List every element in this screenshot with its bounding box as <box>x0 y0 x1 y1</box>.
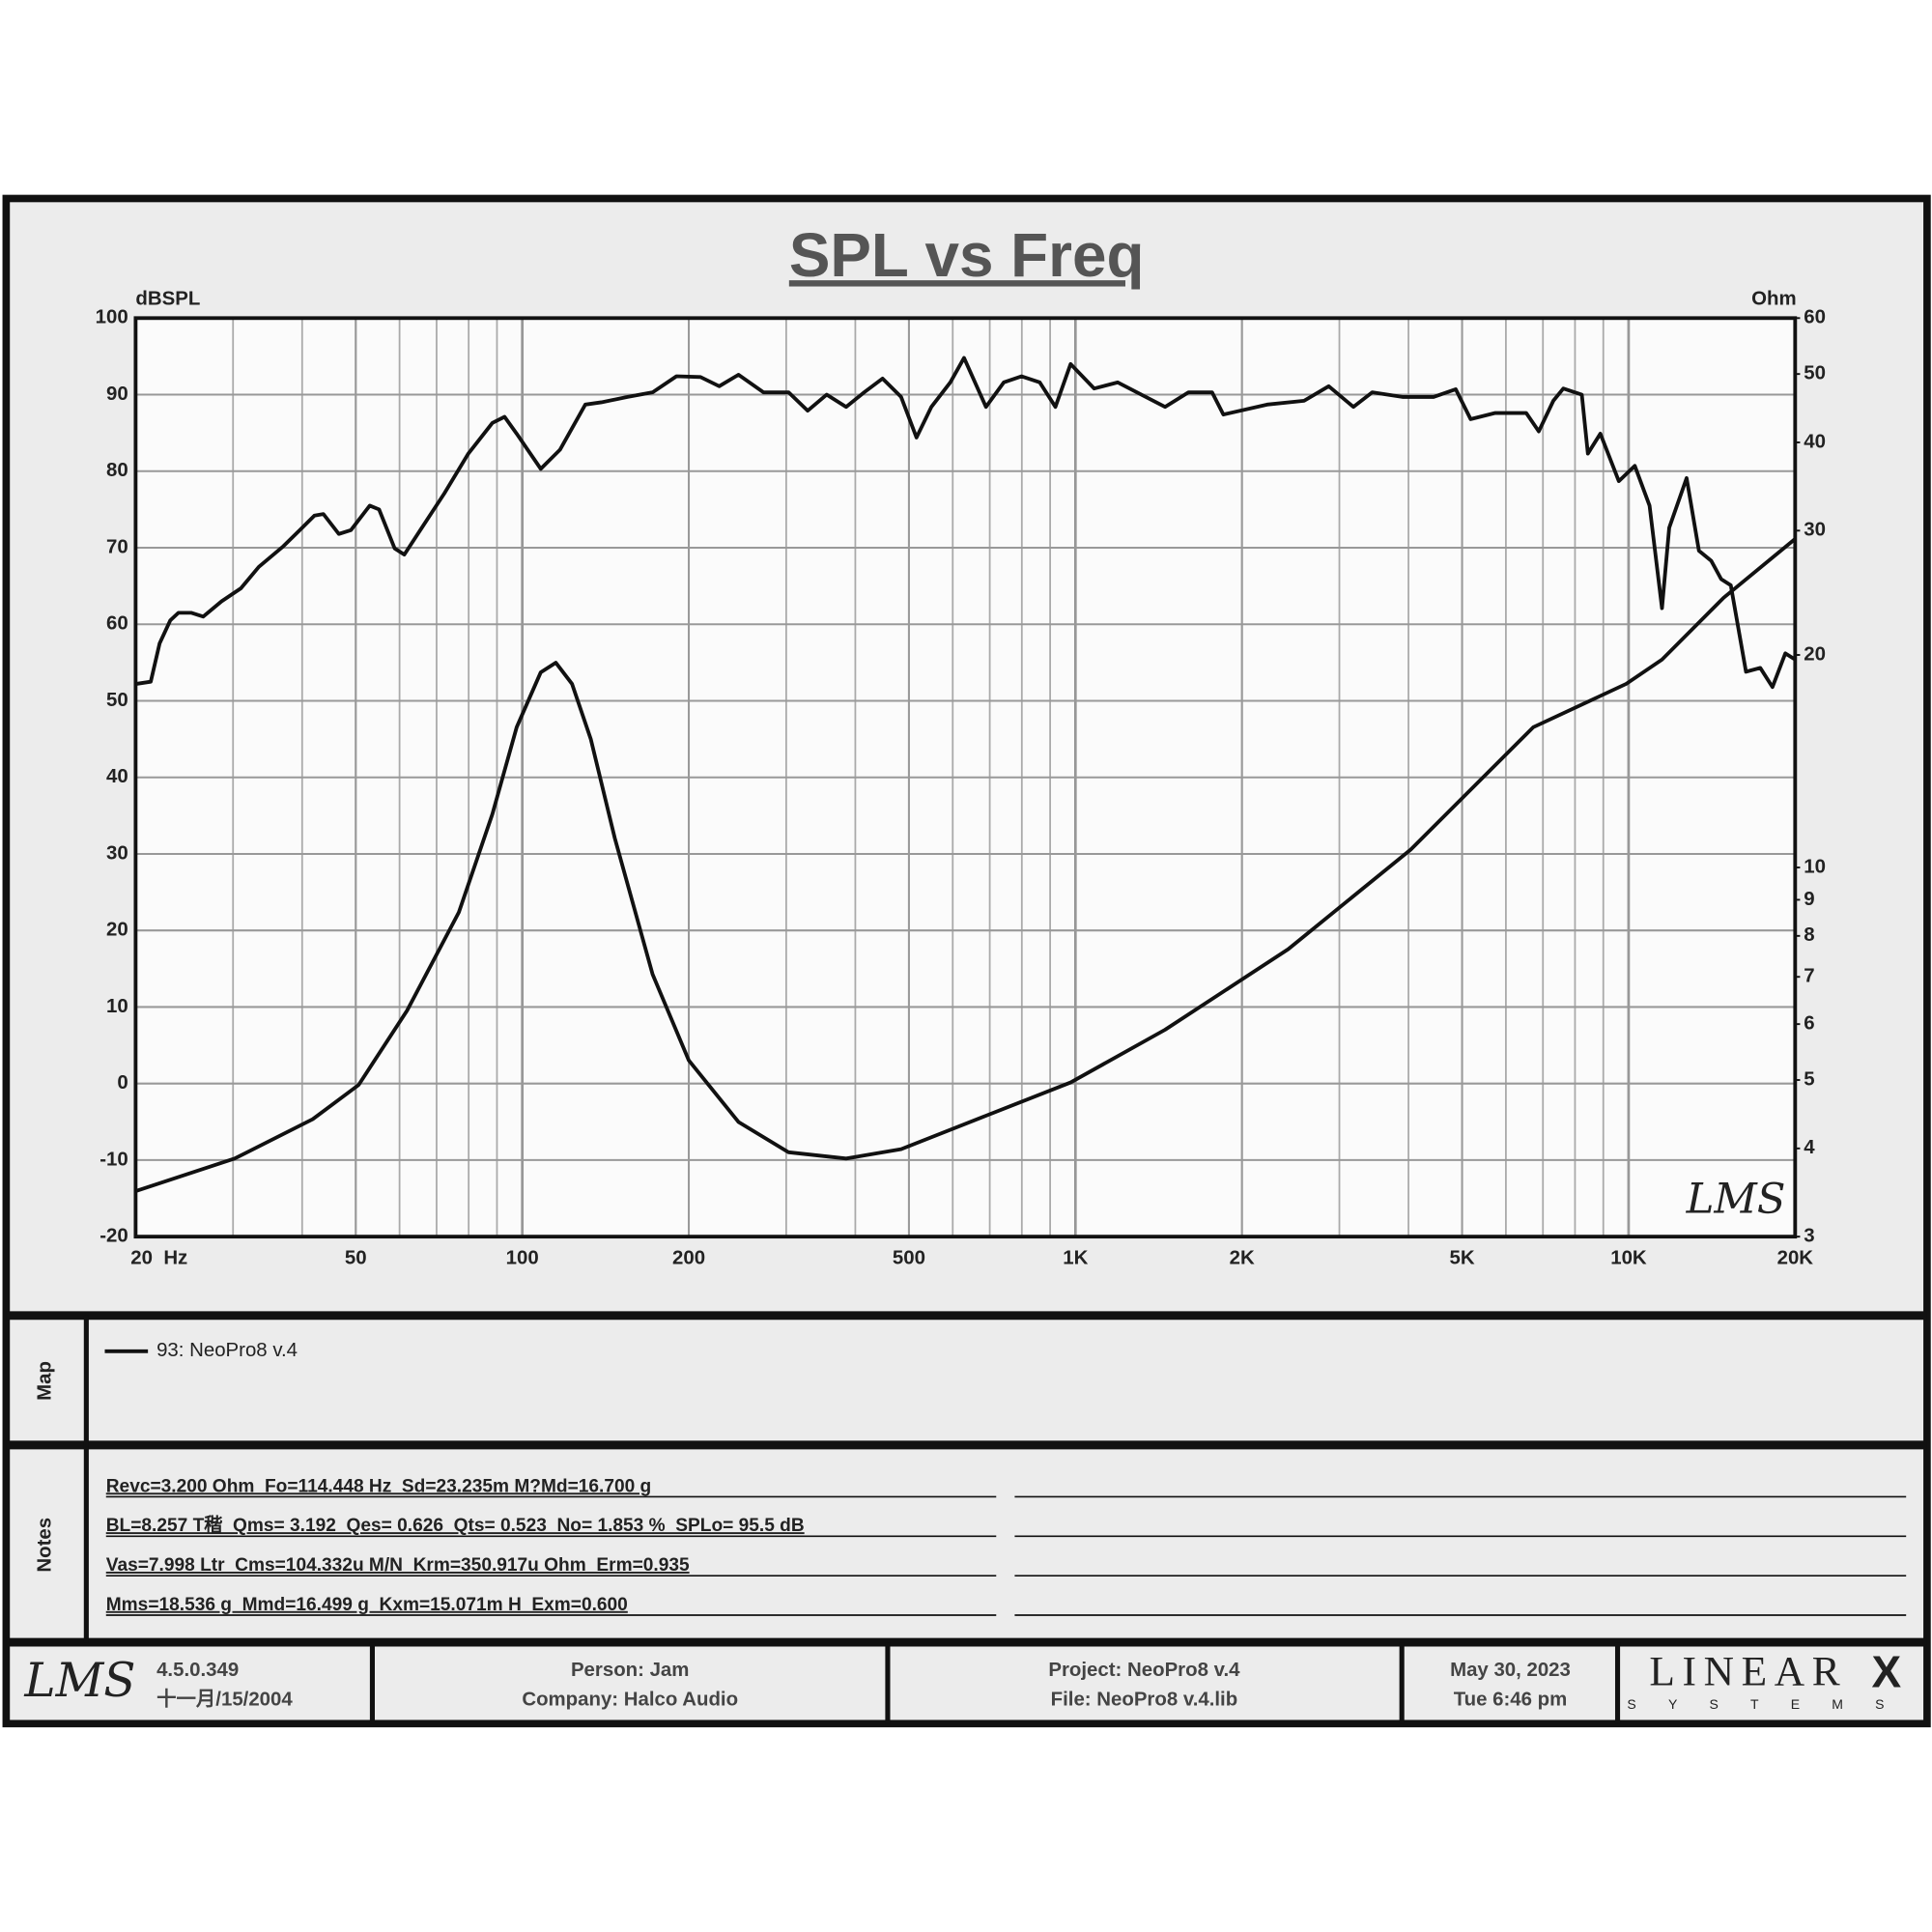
y-tick-label: 50 <box>106 690 128 711</box>
note-line: Vas=7.998 Ltr Cms=104.332u M/N Krm=350.9… <box>106 1555 690 1576</box>
x-tick-label: 500 <box>893 1248 925 1269</box>
note-line: Revc=3.200 Ohm Fo=114.448 Hz Sd=23.235m … <box>106 1476 652 1496</box>
y2-tick-label: 3 <box>1804 1226 1814 1247</box>
y2-tick-label: 5 <box>1804 1068 1814 1090</box>
y2-tick-label: 8 <box>1804 924 1814 946</box>
y-tick-label: 80 <box>106 460 128 481</box>
date: May 30, 2023 <box>1450 1660 1571 1681</box>
x-tick-label: 200 <box>672 1248 705 1269</box>
brand-mark: X <box>1871 1647 1901 1697</box>
y2-tick-label: 4 <box>1804 1137 1815 1158</box>
y2-tick-label: 40 <box>1804 431 1826 452</box>
y2-tick-label: 20 <box>1804 643 1826 665</box>
watermark: LMS <box>1686 1175 1786 1223</box>
y2-tick-label: 60 <box>1804 307 1826 328</box>
time: Tue 6:46 pm <box>1454 1689 1568 1710</box>
y-tick-label: -10 <box>99 1149 128 1170</box>
legend-entry: 93: NeoPro8 v.4 <box>156 1340 298 1361</box>
x-tick-label: 10K <box>1610 1248 1647 1269</box>
y-tick-label: 40 <box>106 766 128 787</box>
y2-tick-label: 9 <box>1804 889 1814 910</box>
y-tick-label: 100 <box>96 307 128 328</box>
x-tick-label: 100 <box>506 1248 539 1269</box>
y-tick-label: 20 <box>106 920 128 941</box>
y2-tick-label: 50 <box>1804 363 1826 384</box>
project: Project: NeoPro8 v.4 <box>1048 1660 1240 1681</box>
chart-title: SPL vs Freq <box>789 220 1145 290</box>
y2-axis-label: Ohm <box>1751 289 1796 310</box>
y-tick-label: 60 <box>106 613 128 635</box>
y-tick-label: 0 <box>117 1072 128 1094</box>
y2-tick-label: 10 <box>1804 856 1826 877</box>
y-tick-label: 10 <box>106 996 128 1017</box>
company: Company: Halco Audio <box>522 1689 738 1710</box>
build-date: 十一月/15/2004 <box>156 1688 293 1710</box>
y2-tick-label: 30 <box>1804 520 1826 541</box>
x-tick-label: 1K <box>1063 1248 1088 1269</box>
y-axis-label: dBSPL <box>135 289 200 310</box>
logo: LMS <box>23 1654 135 1708</box>
x-tick-label: 50 <box>345 1248 367 1269</box>
x-tick-label: 20 Hz <box>130 1248 187 1269</box>
y2-tick-label: 6 <box>1804 1013 1814 1035</box>
notes-label: Notes <box>35 1518 56 1573</box>
note-line: Mms=18.536 g Mmd=16.499 g Kxm=15.071m H … <box>106 1595 628 1615</box>
x-tick-label: 5K <box>1450 1248 1475 1269</box>
plot-border <box>133 316 1798 1239</box>
person: Person: Jam <box>571 1660 690 1681</box>
x-tick-label: 2K <box>1230 1248 1255 1269</box>
x-tick-label: 20K <box>1777 1248 1814 1269</box>
note-line: BL=8.257 T稭 Qms= 3.192 Qes= 0.626 Qts= 0… <box>106 1514 805 1536</box>
y-tick-label: 70 <box>106 536 128 557</box>
series-line <box>134 537 1797 1193</box>
brand: LINEAR <box>1649 1648 1847 1694</box>
map-label: Map <box>35 1361 56 1401</box>
y-tick-label: -20 <box>99 1226 128 1247</box>
y-tick-label: 90 <box>106 384 128 405</box>
y-tick-label: 30 <box>106 842 128 864</box>
file: File: NeoPro8 v.4.lib <box>1051 1689 1238 1710</box>
version: 4.5.0.349 <box>156 1660 239 1681</box>
y2-tick-label: 7 <box>1804 966 1814 987</box>
series-line <box>135 355 1797 690</box>
brand-sub: SYSTEMS <box>1627 1696 1916 1712</box>
